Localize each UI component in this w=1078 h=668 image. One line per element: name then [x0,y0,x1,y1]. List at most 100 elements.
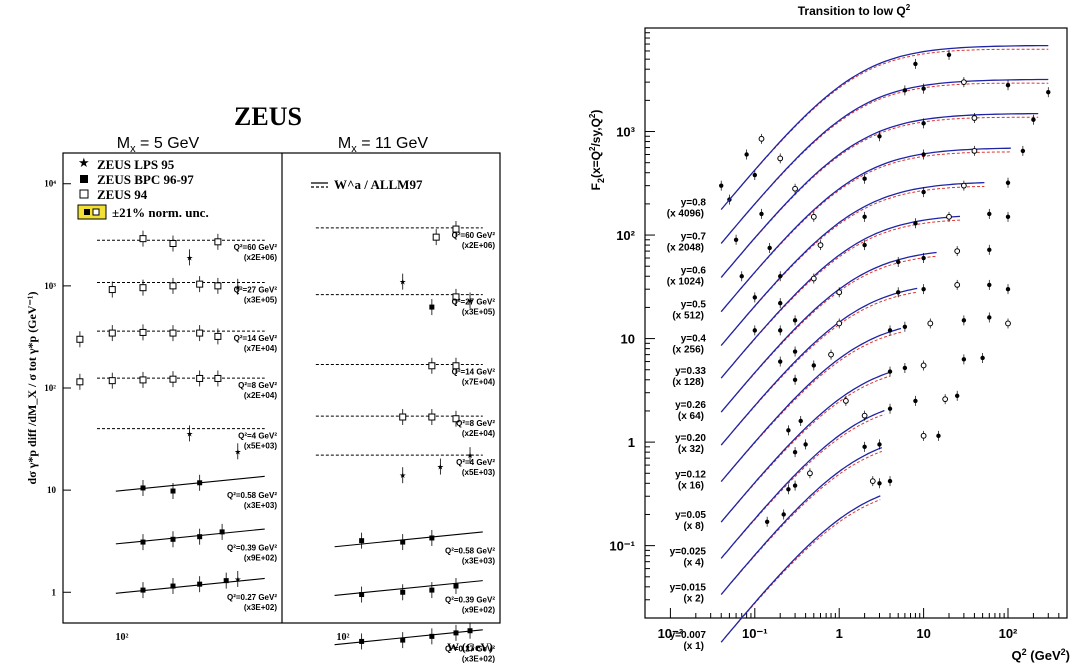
model-line [334,531,483,548]
x-axis-label-right: Q2 (GeV2) [1012,647,1070,663]
data-point-filled [792,349,798,354]
series-label: y=0.6 [681,265,707,276]
series-label: y=0.05 [675,510,706,521]
data-point-star: ★ [399,471,406,480]
data-point-open [76,335,84,343]
data-point-filled [980,355,985,361]
data-point-filled [764,519,770,524]
data-point-filled [170,583,176,589]
legend-entry-norm: ±21% norm. unc. [112,205,209,220]
data-point-filled [778,328,783,333]
data-point-filled [359,592,365,598]
model-curve-solid [720,251,937,413]
q2-bin-scale: (x2E+06) [462,241,495,250]
data-point-filled [792,449,798,455]
data-point-open [810,213,817,220]
y-tick-label-left: 10² [44,383,56,393]
data-point-open [869,478,876,485]
model-curve-dashed [720,116,1039,278]
data-point-filled [921,255,926,261]
data-point-open [399,413,407,421]
data-point-filled [767,245,772,251]
data-point-open [971,115,978,121]
series-scale: (x 4) [683,557,704,568]
data-point-filled [752,328,758,333]
data-point-filled [1046,89,1051,95]
q2-bin-scale: (x2E+04) [462,429,495,438]
model-curve-dashed [720,151,1011,313]
data-point-filled [961,318,967,323]
series-label: y=0.26 [675,400,706,411]
data-point-filled [467,628,473,634]
x-tick-label-right: 1 [836,626,843,641]
data-point-open [920,432,927,439]
data-point-filled [887,478,893,484]
data-point-filled [1005,180,1011,185]
data-point-filled [359,638,365,644]
data-point-open [169,329,177,337]
q2-bin-scale: (x2E+06) [244,253,277,262]
data-point-filled [921,286,926,292]
model-curve-solid [720,371,891,523]
q2-bin-label: Q²=14 GeV² [452,367,496,376]
y-tick-label-left: 1 [52,587,57,597]
data-point-open [810,275,817,282]
q2-bin-label: Q²=0.58 GeV² [227,491,277,500]
data-point-star: ★ [186,253,193,262]
y-axis-label-left: dσ γ*p diff /dM_X / σ tot γ*p (GeV⁻¹) [25,292,39,485]
data-point-filled [140,587,146,593]
data-point-filled [219,529,225,535]
data-point-open [452,415,460,423]
data-point-filled [170,488,176,494]
data-point-filled [877,481,882,486]
data-point-star: ★ [466,296,473,305]
y-tick-label-left: 10³ [44,281,56,291]
data-point-open [428,413,436,421]
data-point-filled [778,359,783,364]
data-point-filled [781,512,786,517]
data-point-filled [786,428,791,433]
data-point-open [836,320,843,327]
data-point-star: ★ [466,451,473,460]
q2-bin-scale: (x3E+03) [462,557,495,566]
q2-bin-label: Q²=8 GeV² [238,381,277,390]
model-line [334,580,483,597]
legend-entry-zeus94: ZEUS 94 [97,187,148,202]
model-curve-solid [720,78,1049,244]
data-point-open [971,147,978,154]
legend-left: ★ ZEUS LPS 95 ZEUS BPC 96-97 ZEUS 94 ±21… [77,155,423,220]
data-point-filled [792,483,798,488]
data-point-filled [946,52,952,58]
model-curve-dashed [720,413,885,559]
data-point-filled [1031,117,1036,122]
model-curve-solid [720,44,1049,210]
model-curve-solid [720,495,881,643]
chart-title-right: Transition to low Q2 [798,3,911,18]
data-point-open [758,135,765,142]
model-curve-solid [720,409,885,559]
series-label: y=0.8 [681,197,707,208]
q2-bin-label: Q²=14 GeV² [234,334,278,343]
legend-model-label: W^a / ALLM97 [334,177,423,192]
series-label: y=0.007 [670,630,707,641]
series-scale: (x 1) [683,641,704,652]
q2-bin-label: Q²=60 GeV² [452,231,496,240]
legend-norm-open [92,208,100,216]
data-point-filled [453,583,459,589]
data-point-open [214,332,222,340]
y-tick-label-left: 10 [47,485,57,495]
series-scale: (x 2048) [667,242,704,253]
data-point-open [452,293,460,301]
data-point-filled [913,61,918,67]
q2-bin-scale: (x7E+04) [244,344,277,353]
data-point-open [777,155,784,162]
data-point-filled [752,172,758,178]
q2-bin-scale: (x3E+05) [462,308,495,317]
data-point-open [920,362,927,369]
data-point-filled [913,398,918,404]
series-scale: (x 8) [683,521,704,532]
data-point-filled [887,406,893,411]
q2-bin-label: Q²=0.39 GeV² [445,595,495,604]
q2-bin-scale: (x3E+02) [244,603,277,612]
